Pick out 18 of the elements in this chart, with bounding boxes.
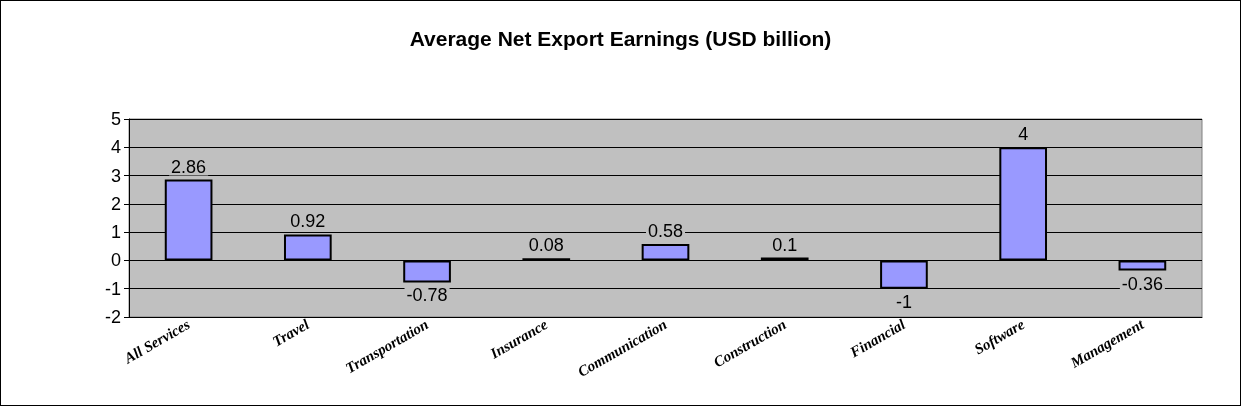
data-label: 0.08	[528, 235, 564, 256]
y-tick-label: 3	[110, 165, 121, 186]
y-tick-label: 2	[110, 193, 121, 214]
data-label: 2.86	[171, 156, 207, 177]
data-label: -0.36	[1121, 273, 1163, 294]
data-label: 0.92	[290, 211, 326, 232]
data-label: -0.78	[406, 285, 448, 306]
data-label: -1	[895, 291, 912, 312]
data-label: 0.58	[647, 221, 684, 242]
data-label: 4	[1018, 124, 1029, 145]
y-tick-label: -1	[104, 278, 121, 299]
y-tick-label: 5	[110, 109, 121, 129]
chart-title: Average Net Export Earnings (USD billion)	[409, 27, 832, 50]
y-tick-label: 0	[110, 250, 121, 271]
y-tick-label: -2	[104, 307, 121, 327]
data-label: 0.1	[772, 234, 798, 255]
y-tick-label: 4	[110, 137, 121, 158]
y-tick-label: 1	[110, 222, 121, 243]
